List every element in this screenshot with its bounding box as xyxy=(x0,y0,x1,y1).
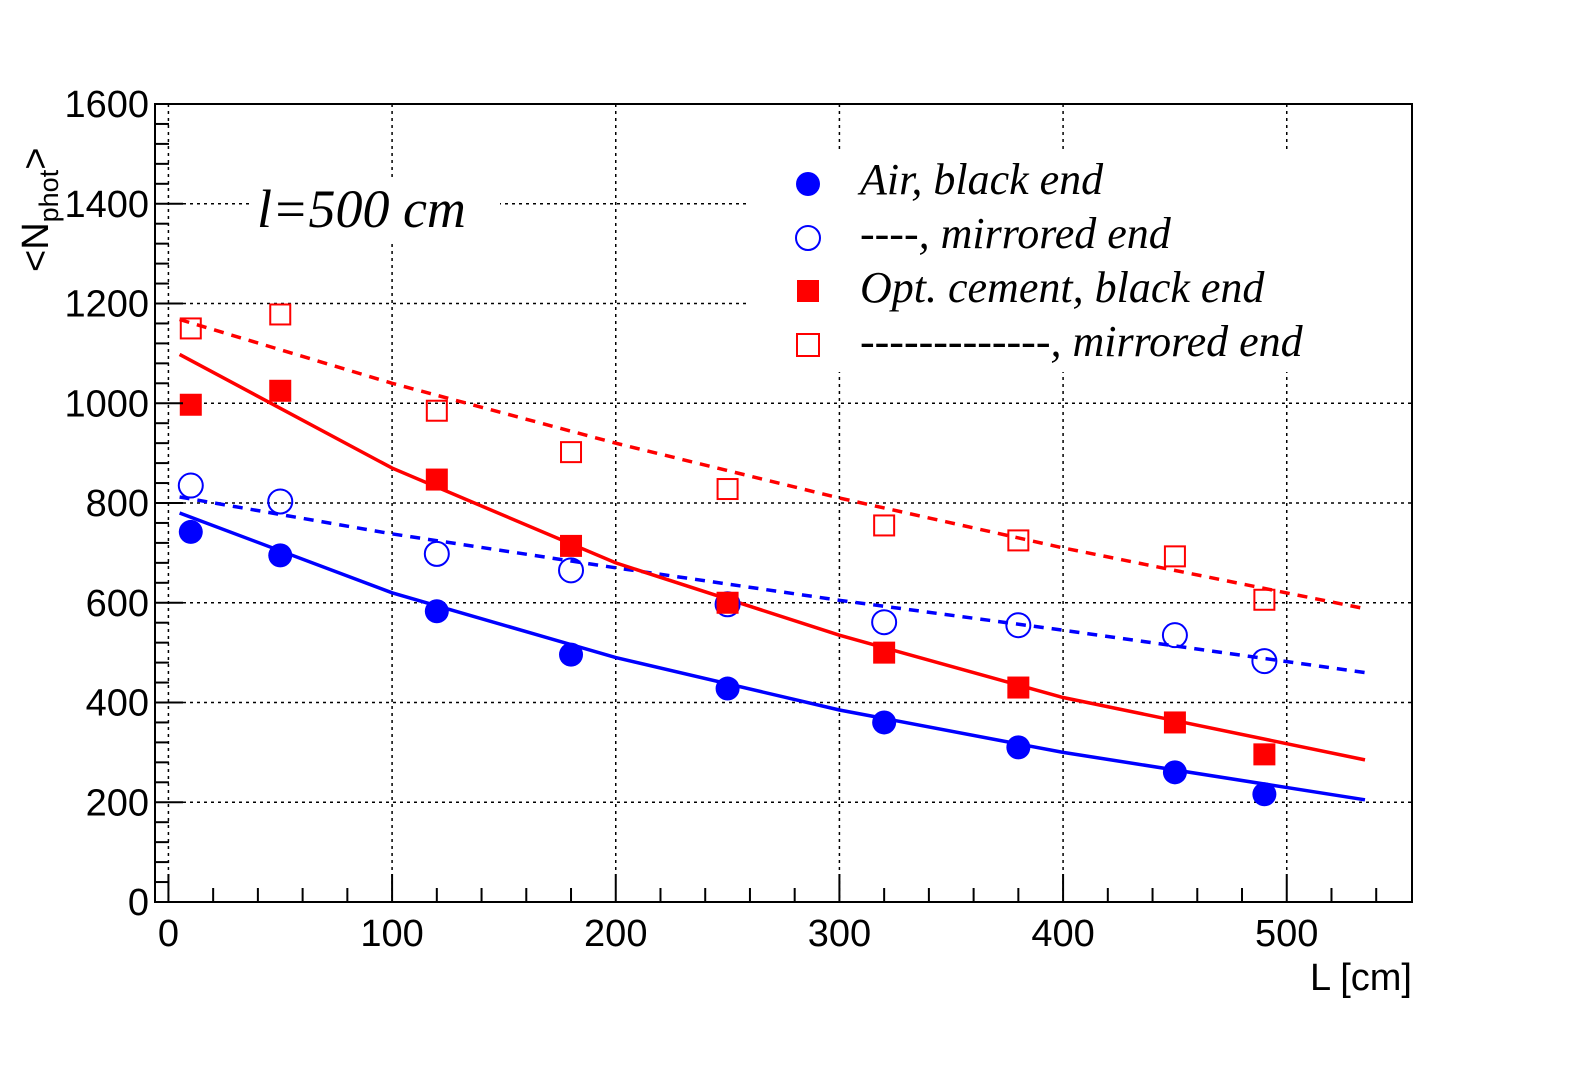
marker-series-0-point-3 xyxy=(559,642,584,667)
y-tick-label-400: 400 xyxy=(86,683,149,725)
marker-series-2-point-0 xyxy=(179,393,202,416)
y-tick-label-1000: 1000 xyxy=(64,383,149,425)
marker-series-3-point-0 xyxy=(179,317,202,340)
marker-series-0-point-5 xyxy=(872,710,897,735)
y-tick-label-600: 600 xyxy=(86,583,149,625)
marker-series-2-point-6 xyxy=(1007,676,1030,699)
x-tick-label-500: 500 xyxy=(1255,913,1318,955)
y-axis-title-main: <N xyxy=(15,222,57,272)
legend-entry-cement-mirrored: -------------, mirrored end xyxy=(796,317,1304,366)
marker-series-2-point-2 xyxy=(425,468,448,491)
marker-series-3-point-5 xyxy=(873,514,896,537)
fit-curve-series-0 xyxy=(178,511,1366,802)
marker-series-3-point-1 xyxy=(269,303,292,326)
marker-series-1-point-1 xyxy=(267,488,294,515)
marker-series-3-point-3 xyxy=(560,441,583,464)
legend-marker-filled-square xyxy=(797,280,819,302)
legend-marker-open-circle xyxy=(795,225,821,251)
marker-series-1-point-0 xyxy=(177,472,204,499)
x-tick-label-400: 400 xyxy=(1031,913,1094,955)
marker-series-1-point-7 xyxy=(1161,622,1188,649)
marker-series-2-point-1 xyxy=(269,379,292,402)
marker-series-0-point-0 xyxy=(178,519,203,544)
y-axis-title: <Nphot> xyxy=(15,148,64,272)
legend: Air, black end ----, mirrored end Opt. c… xyxy=(795,155,1304,366)
y-axis-title-sub: phot xyxy=(34,169,64,222)
y-tick-label-1200: 1200 xyxy=(64,284,149,326)
fit-curve-series-1 xyxy=(179,495,1366,675)
marker-series-0-point-6 xyxy=(1006,735,1031,760)
marker-series-1-point-8 xyxy=(1251,648,1278,675)
y-tick-label-1400: 1400 xyxy=(64,184,149,226)
marker-series-0-point-8 xyxy=(1252,782,1277,807)
y-tick-label-0: 0 xyxy=(128,882,149,924)
y-tick-label-200: 200 xyxy=(86,782,149,824)
legend-background xyxy=(750,150,1415,372)
x-tick-label-300: 300 xyxy=(808,913,871,955)
fit-curve-series-2 xyxy=(178,352,1366,762)
x-tick-label-200: 200 xyxy=(584,913,647,955)
y-tick-label-1600: 1600 xyxy=(64,84,149,126)
x-tick-label-0: 0 xyxy=(158,913,179,955)
marker-series-1-point-6 xyxy=(1005,612,1032,639)
marker-series-3-point-2 xyxy=(425,399,448,422)
legend-label-cement-black: Opt. cement, black end xyxy=(860,263,1265,312)
legend-entry-air-black: Air, black end xyxy=(796,155,1104,204)
marker-series-2-point-7 xyxy=(1163,711,1186,734)
legend-label-cement-mirrored: -------------, mirrored end xyxy=(860,317,1304,366)
marker-series-0-point-7 xyxy=(1162,760,1187,785)
marker-series-0-point-4 xyxy=(715,676,740,701)
x-axis-title: L [cm] xyxy=(1310,957,1412,999)
marker-series-2-point-8 xyxy=(1253,743,1276,766)
fit-curve-series-3 xyxy=(179,317,1366,611)
fit-curves xyxy=(178,317,1366,802)
annotation-text: l=500 cm xyxy=(257,179,466,239)
marker-series-1-point-5 xyxy=(871,609,898,636)
marker-series-1-point-2 xyxy=(423,540,450,567)
marker-series-2-point-5 xyxy=(873,641,896,664)
data-markers xyxy=(177,303,1278,807)
marker-series-3-point-6 xyxy=(1007,529,1030,552)
marker-series-3-point-4 xyxy=(716,478,739,501)
marker-series-0-point-1 xyxy=(268,543,293,568)
legend-entry-air-mirrored: ----, mirrored end xyxy=(795,209,1172,258)
x-tick-label-100: 100 xyxy=(360,913,423,955)
legend-entry-cement-black: Opt. cement, black end xyxy=(797,263,1265,312)
annotation-background xyxy=(250,178,500,240)
marker-series-3-point-7 xyxy=(1163,545,1186,568)
legend-label-air-mirrored: ----, mirrored end xyxy=(860,209,1172,258)
marker-series-3-point-8 xyxy=(1253,588,1276,611)
legend-label-air-black: Air, black end xyxy=(857,155,1104,204)
legend-marker-open-square xyxy=(796,333,820,357)
y-tick-label-800: 800 xyxy=(86,483,149,525)
marker-series-0-point-2 xyxy=(424,599,449,624)
tick-labels: 0 100 200 300 400 500 0 200 400 600 800 1000 1200 140… xyxy=(64,84,1318,955)
legend-marker-filled-circle xyxy=(796,172,820,196)
marker-series-1-point-3 xyxy=(558,557,585,584)
y-axis-title-end: > xyxy=(15,148,57,170)
marker-series-2-point-3 xyxy=(560,534,583,557)
axes xyxy=(154,103,1413,903)
marker-series-2-point-4 xyxy=(716,591,739,614)
